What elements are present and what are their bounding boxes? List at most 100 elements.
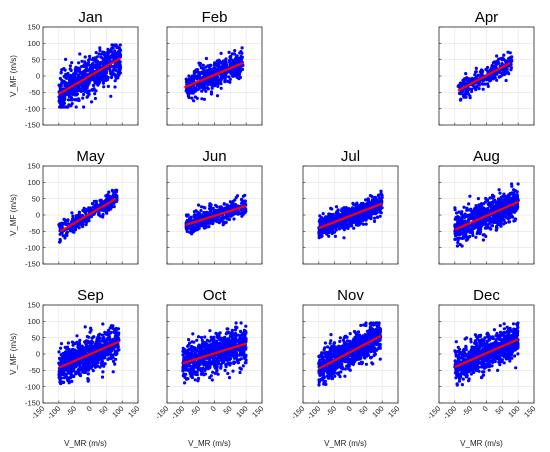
scatter-point [64,57,68,62]
scatter-point [235,75,239,79]
scatter-point [483,220,488,224]
scatter-point [344,226,349,230]
scatter-point [217,218,221,223]
scatter-point [228,60,232,64]
scatter-point [58,101,62,105]
scatter-point [103,362,107,366]
scatter-point [508,51,512,55]
scatter-point [494,204,498,208]
scatter-point [91,340,95,344]
scatter-point [65,347,69,351]
scatter-point [75,354,79,358]
scatter-point [85,209,89,213]
scatter-point [234,55,238,59]
y-tick-label: -100 [25,104,40,113]
scatter-point [505,198,509,202]
scatter-point [207,221,211,225]
scatter-point [96,335,100,339]
scatter-point [67,378,71,382]
scatter-point [486,219,490,223]
scatter-point [83,85,87,89]
scatter-point [78,213,82,217]
scatter-point [222,59,226,63]
scatter-point [103,356,107,360]
scatter-point [98,355,102,359]
scatter-point [110,50,114,54]
scatter-point [240,46,244,50]
scatter-point [502,53,506,57]
scatter-point [199,205,204,209]
scatter-point [224,220,228,224]
scatter-point [224,216,228,220]
scatter-point [471,233,475,238]
scatter-point [209,81,213,85]
scatter-point [242,209,246,213]
scatter-point [222,202,226,206]
scatter-point [466,77,470,81]
scatter-point [350,218,354,222]
scatter-point [89,326,93,330]
scatter-point [63,358,67,362]
scatter-point [364,222,368,226]
scatter-point [59,342,64,346]
scatter-point [334,205,339,209]
scatter-point [77,61,81,65]
scatter-points [57,43,123,109]
scatter-point [77,86,81,90]
scatter-point [100,60,104,64]
scatter-point [117,46,122,51]
scatter-point [57,356,62,360]
scatter-point [193,95,197,99]
scatter-point [113,49,117,53]
scatter-point [64,366,68,370]
y-tick-label: 50 [32,194,40,203]
scatter-point [343,222,347,226]
scatter-point [232,59,236,63]
scatter-point [334,222,338,226]
y-tick-label: -150 [25,260,40,269]
scatter-point [69,228,73,232]
scatter-point [86,372,90,376]
scatter-point [361,222,366,226]
scatter-point [91,360,95,364]
scatter-point [115,65,119,69]
scatter-point [83,61,87,65]
scatter-point [499,224,503,228]
scatter-point [478,231,482,236]
scatter-point [111,189,115,193]
panel-title: Aug [473,148,500,165]
scatter-point [372,219,377,223]
scatter-point [109,204,113,208]
scatter-point [511,207,516,211]
panel-title: Jul [341,148,360,165]
scatter-point [82,92,86,97]
scatter-point [359,215,363,219]
scatter-point [477,87,481,91]
scatter-point [464,95,468,99]
scatter-point [372,211,376,216]
scatter-point [105,53,109,58]
scatter-point [494,63,498,67]
scatter-point [100,357,104,361]
scatter-point [187,226,191,230]
scatter-point [97,212,101,216]
panel-feb: Feb [166,9,263,126]
scatter-point [358,219,362,223]
scatter-point [455,211,459,215]
scatter-point [496,201,500,205]
y-tick-label: 0 [36,72,40,81]
scatter-point [107,190,111,194]
scatter-point [94,340,98,344]
scatter-point [465,208,469,212]
scatter-point [86,368,90,372]
scatter-point [470,76,474,81]
scatter-point [106,50,110,54]
scatter-point [107,350,111,354]
scatter-point [190,74,194,78]
y-tick-label: 150 [27,301,40,310]
scatter-point [490,224,494,228]
scatter-point [70,365,74,370]
scatter-point [106,84,110,88]
scatter-point [91,65,95,69]
y-tick-label: -50 [29,227,40,236]
